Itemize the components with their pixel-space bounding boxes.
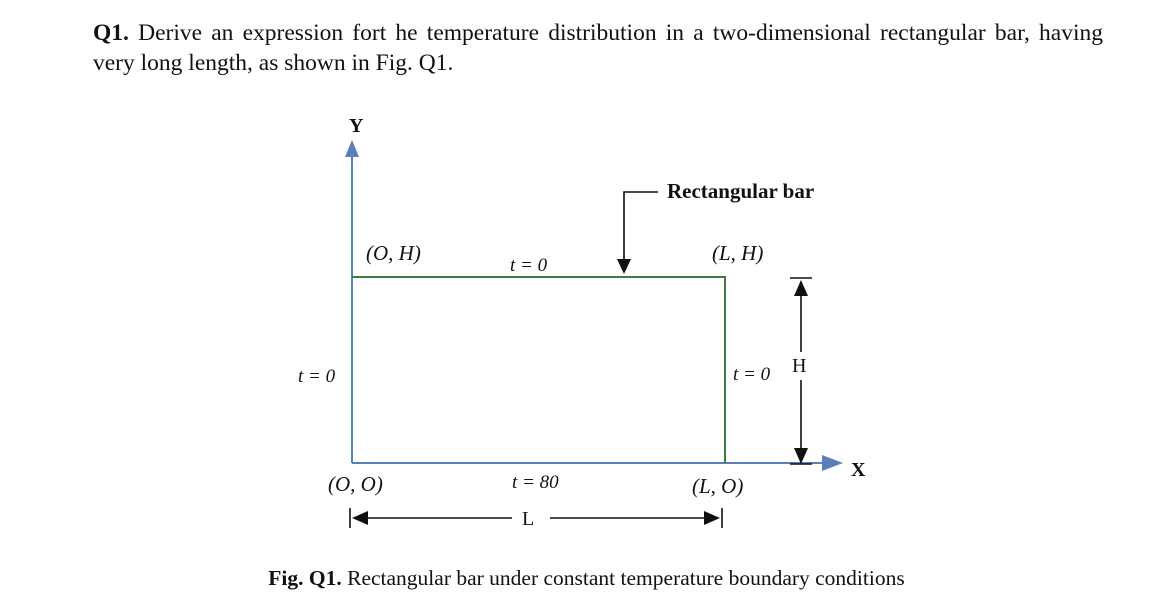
- bar-pointer-arrow-icon: [617, 259, 631, 274]
- bc-top-label: t = 0: [510, 255, 548, 276]
- length-dim-label: L: [522, 508, 534, 530]
- bc-bottom-label: t = 80: [512, 472, 559, 493]
- corner-bottom-right-label: (L, O): [692, 474, 743, 498]
- bc-right-label: t = 0: [733, 364, 771, 385]
- y-axis-arrow-icon: [345, 140, 359, 157]
- y-axis-label: Y: [349, 115, 364, 137]
- bar-label: Rectangular bar: [667, 179, 814, 203]
- length-dim-left-arrow-icon: [352, 511, 368, 525]
- figure-caption: Fig. Q1. Rectangular bar under constant …: [0, 566, 1173, 591]
- question-body: Derive an expression fort he temperature…: [93, 20, 1103, 76]
- height-dim-label: H: [792, 355, 806, 377]
- bc-left-label: t = 0: [298, 366, 336, 387]
- length-dim-right-arrow-icon: [704, 511, 720, 525]
- corner-top-right-label: (L, H): [712, 241, 763, 265]
- question-text: Q1. Derive an expression fort he tempera…: [93, 18, 1103, 78]
- caption-body: Rectangular bar under constant temperatu…: [341, 566, 905, 590]
- height-dim-down-arrow-icon: [794, 448, 808, 464]
- question-number: Q1.: [93, 20, 129, 46]
- height-dim-up-arrow-icon: [794, 280, 808, 296]
- x-axis-arrow-icon: [822, 455, 843, 471]
- corner-top-left-label: (O, H): [366, 241, 421, 265]
- caption-number: Fig. Q1.: [268, 566, 342, 590]
- bar-pointer-line: [623, 191, 658, 262]
- corner-bottom-left-label: (O, O): [328, 472, 383, 496]
- x-axis-label: X: [851, 459, 866, 481]
